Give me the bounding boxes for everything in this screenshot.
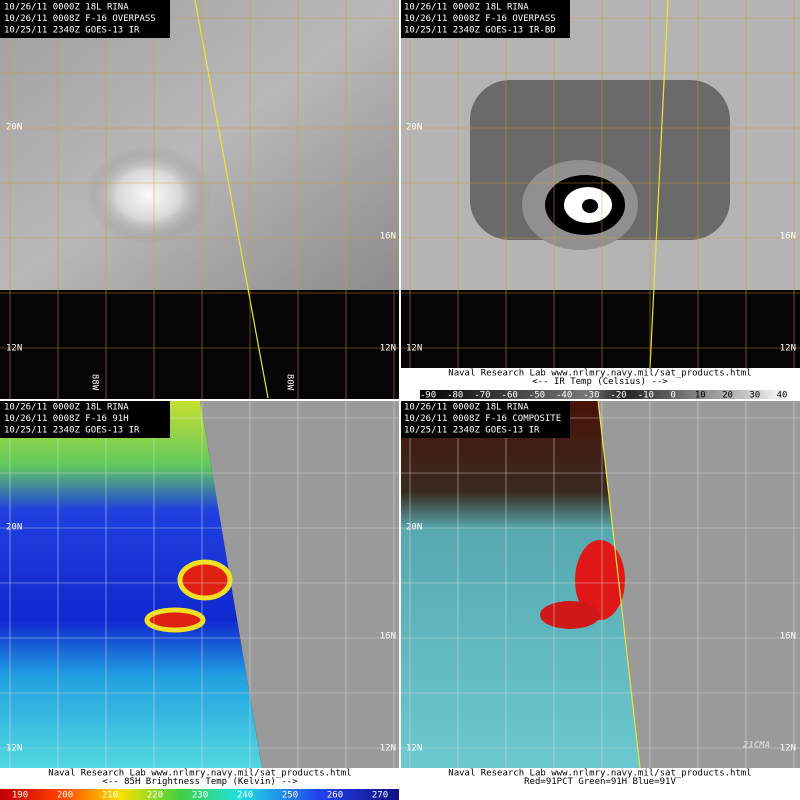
colorbar-tick: -80: [447, 391, 463, 401]
swath-edge: [597, 399, 641, 769]
colorbar-tick: -70: [474, 391, 490, 401]
panel-ir-bd: [400, 0, 800, 400]
convection: [540, 601, 600, 629]
lat-label: 12N: [6, 344, 22, 354]
colorbar-tick: -30: [583, 391, 599, 401]
colorbar-tick: -40: [556, 391, 572, 401]
panel-91h: [0, 400, 400, 800]
footer-line: <-- 85H Brightness Temp (Kelvin) -->: [102, 777, 298, 787]
ocean: [0, 290, 400, 400]
header-line: 10/25/11 2340Z GOES-13 IR-BD: [404, 26, 556, 36]
header-bg: [0, 400, 170, 438]
lat-label: 12N: [380, 744, 396, 754]
colorbar-tick: 250: [282, 791, 298, 800]
colorbar-tick: -50: [529, 391, 545, 401]
footer-line: Naval Research Lab www.nrlmry.navy.mil/s…: [48, 769, 351, 779]
header-line: 10/26/11 0000Z 18L RINA: [4, 3, 129, 13]
header-line: 10/26/11 0008Z F-16 COMPOSITE: [404, 414, 561, 424]
header-bg: [0, 0, 170, 38]
colorbar-tick: 10: [695, 391, 706, 401]
colorbar: [0, 789, 400, 800]
colorbar-tick: -60: [502, 391, 518, 401]
header-line: 10/25/11 2340Z GOES-13 IR: [404, 426, 540, 436]
footer-line: Red=91PCT Green=91H Blue=91V: [524, 777, 676, 787]
colorbar: [420, 390, 790, 400]
storm-eye: [582, 199, 598, 213]
header-bg: [400, 400, 570, 438]
header-line: 10/25/11 2340Z GOES-13 IR: [4, 426, 140, 436]
footer-line: Naval Research Lab www.nrlmry.navy.mil/s…: [448, 369, 751, 379]
colorbar-tick: 220: [147, 791, 163, 800]
ir-background: [598, 400, 800, 768]
microwave-swath: [400, 400, 640, 768]
lat-label: 20N: [406, 523, 422, 533]
colorbar-tick: 210: [102, 791, 118, 800]
swath-edge: [649, 0, 669, 369]
colorbar-tick: 0: [670, 391, 675, 401]
colorbar-tick: 190: [12, 791, 28, 800]
swath-edge: [194, 0, 269, 399]
header-bg: [400, 0, 570, 38]
lon-label: 88W: [90, 374, 100, 391]
footer-line: <-- IR Temp (Celsius) -->: [532, 377, 668, 387]
lat-label: 16N: [780, 232, 796, 242]
ocean: [400, 290, 800, 368]
lat-label: 12N: [406, 744, 422, 754]
header-line: 10/26/11 0008Z F-16 OVERPASS: [4, 14, 156, 24]
colorbar-tick: 270: [372, 791, 388, 800]
lat-label: 20N: [406, 123, 422, 133]
watermark: 21CMA: [742, 741, 770, 751]
colorbar-tick: -90: [420, 391, 436, 401]
colorbar-tick: 30: [749, 391, 760, 401]
lat-label: 20N: [6, 523, 22, 533]
lat-label: 12N: [780, 344, 796, 354]
lat-label: 12N: [406, 344, 422, 354]
colorbar-tick: 20: [722, 391, 733, 401]
header-line: 10/26/11 0008Z F-16 91H: [4, 414, 129, 424]
panel-composite: [400, 399, 800, 800]
colorbar-tick: 230: [192, 791, 208, 800]
header-line: 10/26/11 0000Z 18L RINA: [404, 3, 529, 13]
header-line: 10/26/11 0000Z 18L RINA: [404, 403, 529, 413]
header-line: 10/26/11 0000Z 18L RINA: [4, 403, 129, 413]
header-line: 10/25/11 2340Z GOES-13 IR: [4, 26, 140, 36]
colorbar-tick: 260: [327, 791, 343, 800]
footer-line: Naval Research Lab www.nrlmry.navy.mil/s…: [448, 769, 751, 779]
rainband: [144, 607, 206, 633]
footer-bg: [400, 768, 800, 800]
lon-label: 80W: [285, 374, 295, 391]
lat-label: 16N: [780, 632, 796, 642]
storm: [75, 125, 255, 265]
lat-label: 16N: [380, 232, 396, 242]
lat-label: 12N: [780, 744, 796, 754]
colorbar-tick: -20: [610, 391, 626, 401]
colorbar-tick: -10: [638, 391, 654, 401]
panel-ir: [0, 0, 400, 400]
colorbar-tick: 40: [777, 391, 788, 401]
colorbar-tick: 240: [237, 791, 253, 800]
lat-label: 12N: [6, 744, 22, 754]
microwave-swath: [0, 400, 262, 768]
rainband: [177, 559, 233, 601]
convection: [575, 540, 625, 620]
grids: [0, 0, 800, 768]
lat-label: 12N: [380, 344, 396, 354]
header-line: 10/26/11 0008Z F-16 OVERPASS: [404, 14, 556, 24]
colorbar-tick: 200: [57, 791, 73, 800]
lat-label: 20N: [6, 123, 22, 133]
lat-label: 16N: [380, 632, 396, 642]
